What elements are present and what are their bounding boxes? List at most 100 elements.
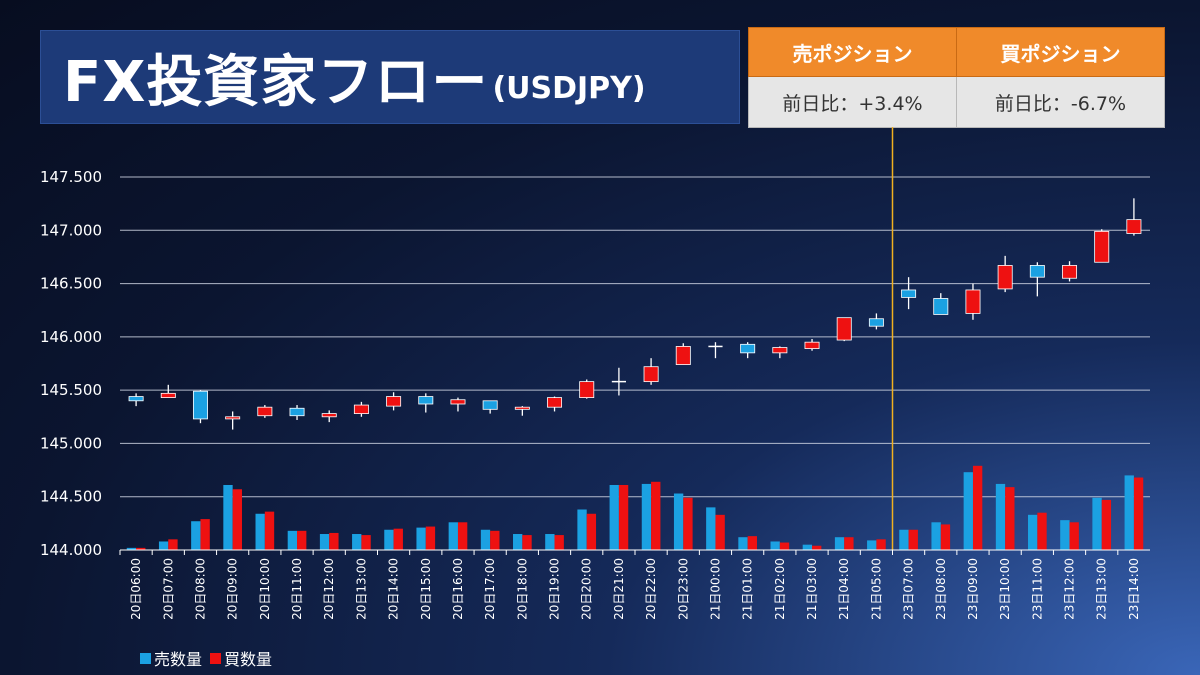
buy-volume-bar [844,537,854,550]
candle-body [997,265,1013,290]
buy-volume-bar [361,535,371,550]
buy-volume-bar [393,528,403,550]
candle-body [1062,265,1078,279]
buy-volume-bar [232,489,242,550]
sell-position-change: 前日比：+3.4% [748,76,957,128]
buy-volume-bar [200,519,210,550]
x-tick-label: 23日14:00 [1127,558,1141,620]
buy-volume-bar [554,535,564,550]
sell-volume-bar [513,534,523,550]
sell-volume-bar [867,540,877,550]
sell-volume-bar [995,483,1006,550]
y-tick-label: 146.000 [40,328,102,346]
sell-volume-bar [158,541,169,550]
candle-body [482,400,498,410]
x-tick-label: 20日15:00 [419,558,433,620]
sell-volume-bar [126,547,137,550]
x-tick-label: 20日09:00 [226,558,240,620]
sell-volume-bar [834,537,845,550]
buy-volume-bar [779,542,790,550]
x-tick-label: 21日01:00 [741,558,755,620]
legend-item-buy: 買数量 [210,646,272,670]
x-tick-label: 23日10:00 [998,558,1012,620]
buy-volume-bar [618,484,629,550]
sell-volume-bar [706,507,716,550]
sell-volume-bar [480,529,491,550]
sell-volume-bar [673,493,684,550]
buy-volume-bar [586,513,597,550]
y-tick-label: 144.500 [40,488,102,506]
x-tick-label: 20日22:00 [644,558,658,620]
sell-volume-bar [223,484,233,550]
x-tick-label: 20日07:00 [161,558,175,620]
x-tick-label: 23日11:00 [1030,558,1044,620]
sell-volume-bar [448,522,458,550]
buy-volume-bar [490,530,500,550]
candle-body [257,406,273,417]
candle-body [579,381,595,399]
x-tick-label: 20日14:00 [387,558,401,620]
y-tick-label: 145.500 [40,381,102,399]
x-tick-label: 23日13:00 [1095,558,1109,620]
y-tick-label: 147.000 [40,221,102,239]
x-tick-label: 23日08:00 [934,558,948,620]
sell-volume-bar [384,529,394,550]
candle-body [965,289,981,314]
sell-volume-bar [287,530,298,550]
x-tick-label: 20日12:00 [322,558,336,620]
y-tick-label: 144.000 [40,541,102,559]
candle-body [450,399,466,405]
buy-volume-bar [1101,499,1112,550]
candle-body [933,298,949,315]
candle-body [643,366,659,383]
candle-body [772,347,788,354]
x-tick-label: 21日02:00 [773,558,787,620]
x-tick-label: 23日09:00 [966,558,980,620]
x-tick-label: 20日21:00 [612,558,626,620]
buy-volume-bar [522,535,532,550]
buy-position-change: 前日比：-6.7% [956,76,1165,128]
sell-volume-bar [1124,475,1134,550]
candle-body [1094,230,1110,263]
buy-volume-bar [168,539,178,550]
sell-volume-bar [1060,520,1070,550]
legend-swatch-sell [140,652,151,664]
sell-volume-bar [963,472,973,550]
sell-volume-bar [770,541,780,550]
sell-volume-bar [899,529,909,550]
x-tick-label: 20日10:00 [258,558,272,620]
page-title: FX投資家フロー [63,49,489,115]
sell-volume-bar [738,537,748,550]
sell-position-header: 売ポジション [748,27,957,77]
buy-volume-bar [264,511,275,550]
sell-volume-bar [255,513,265,550]
x-tick-label: 21日05:00 [869,558,883,620]
candle-body [740,343,756,354]
sell-volume-bar [641,483,652,550]
x-tick-label: 20日19:00 [548,558,562,620]
candle-body [804,341,820,349]
buy-volume-bar [1005,487,1015,550]
candle-body [1029,265,1045,278]
buy-volume-bar [715,514,725,550]
buy-volume-bar [425,526,436,550]
legend-item-sell: 売数量 [140,646,202,670]
x-tick-label: 23日07:00 [902,558,916,620]
candle-body [386,396,402,407]
candle-body [547,397,563,408]
buy-volume-bar [972,465,983,550]
candle-body [321,413,337,418]
sell-volume-bar [191,521,201,550]
x-tick-label: 20日06:00 [129,558,143,620]
x-tick-label: 21日03:00 [805,558,819,620]
candle-body [160,392,176,399]
sell-volume-bar [1092,497,1102,550]
candle-body [192,390,208,420]
buy-volume-bar [297,530,307,550]
sell-volume-bar [416,527,426,550]
sell-volume-bar [352,534,362,550]
title-banner: FX投資家フロー (USDJPY) [40,30,740,124]
x-tick-label: 20日16:00 [451,558,465,620]
page-subtitle: (USDJPY) [492,70,646,106]
sell-volume-bar [577,509,587,550]
